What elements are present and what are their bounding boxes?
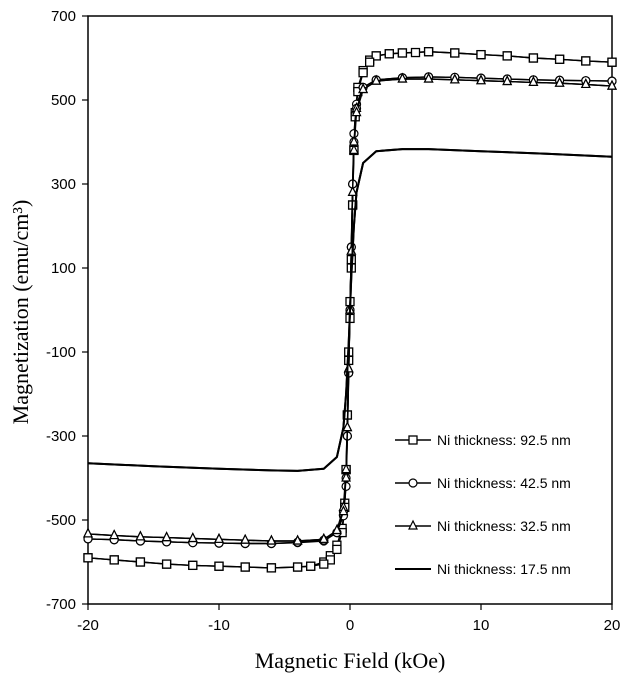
data-point bbox=[83, 527, 93, 538]
data-point bbox=[607, 57, 617, 67]
data-point bbox=[292, 534, 303, 545]
legend-label: Ni thickness: 92.5 nm bbox=[437, 432, 571, 448]
y-tick-label: -300 bbox=[46, 428, 76, 445]
data-point bbox=[397, 72, 408, 83]
data-point bbox=[161, 559, 172, 569]
data-point bbox=[351, 106, 362, 117]
data-point bbox=[266, 563, 277, 573]
data-point bbox=[502, 51, 512, 61]
data-point bbox=[358, 83, 369, 94]
y-axis-title: Magnetization (emu/cm³) bbox=[8, 200, 33, 425]
data-point bbox=[240, 562, 250, 572]
data-point bbox=[358, 68, 368, 78]
data-point bbox=[214, 532, 224, 543]
data-point bbox=[318, 532, 329, 543]
y-tick-label: 700 bbox=[51, 8, 76, 25]
x-axis-title: Magnetic Field (kOe) bbox=[255, 648, 446, 673]
x-tick-label: -20 bbox=[77, 617, 99, 634]
data-point bbox=[502, 75, 513, 86]
data-point bbox=[607, 79, 617, 90]
data-point bbox=[342, 421, 353, 432]
legend-marker bbox=[408, 478, 418, 488]
data-point bbox=[348, 144, 359, 154]
x-tick-label: 20 bbox=[604, 617, 621, 634]
data-point bbox=[554, 76, 565, 87]
data-point bbox=[109, 529, 120, 540]
series-layer bbox=[83, 47, 617, 573]
data-point bbox=[423, 72, 434, 83]
data-point bbox=[331, 524, 342, 535]
data-point bbox=[306, 561, 316, 571]
legend-item: Ni thickness: 32.5 nm bbox=[395, 518, 571, 534]
data-point bbox=[83, 553, 93, 563]
data-point bbox=[476, 49, 486, 60]
data-point bbox=[338, 505, 349, 516]
x-tick-label: 10 bbox=[473, 617, 490, 634]
data-point bbox=[135, 530, 146, 541]
y-tick-label: -500 bbox=[46, 512, 76, 529]
data-point bbox=[240, 533, 251, 544]
data-point bbox=[341, 471, 352, 482]
y-tick-label: 500 bbox=[51, 92, 76, 109]
x-tick-label: -10 bbox=[208, 617, 230, 634]
y-tick-label: -700 bbox=[46, 596, 76, 613]
y-tick-label: 100 bbox=[51, 260, 76, 277]
series-line-lower bbox=[87, 148, 613, 472]
legend-item: Ni thickness: 42.5 nm bbox=[395, 475, 571, 491]
data-point bbox=[214, 561, 224, 571]
series-1 bbox=[83, 47, 617, 573]
data-point bbox=[476, 74, 486, 85]
data-point bbox=[397, 48, 408, 58]
data-point bbox=[410, 47, 421, 58]
legend-marker bbox=[408, 435, 418, 445]
legend: Ni thickness: 92.5 nm Ni thickness: 42.5 … bbox=[395, 432, 571, 577]
x-tick-label: 0 bbox=[346, 617, 354, 634]
data-point bbox=[423, 47, 434, 57]
data-point bbox=[371, 51, 381, 61]
data-point bbox=[528, 76, 539, 86]
data-point bbox=[554, 54, 565, 64]
legend-label: Ni thickness: 42.5 nm bbox=[437, 475, 571, 491]
data-point bbox=[319, 559, 329, 569]
data-point bbox=[135, 557, 146, 567]
data-point bbox=[332, 544, 342, 555]
data-point bbox=[109, 555, 119, 565]
legend-label: Ni thickness: 32.5 nm bbox=[437, 518, 571, 534]
legend-label: Ni thickness: 17.5 nm bbox=[437, 561, 571, 577]
data-point bbox=[347, 186, 358, 196]
data-point bbox=[161, 531, 172, 542]
data-point bbox=[187, 532, 198, 543]
legend-marker bbox=[408, 519, 418, 530]
data-point bbox=[364, 57, 375, 67]
legend-item: Ni thickness: 92.5 nm bbox=[395, 432, 571, 448]
data-point bbox=[450, 48, 460, 58]
data-point bbox=[371, 74, 382, 85]
legend-item: Ni thickness: 17.5 nm bbox=[395, 561, 571, 577]
data-point bbox=[449, 73, 460, 84]
data-point bbox=[188, 560, 198, 571]
y-tick-label: 300 bbox=[51, 176, 76, 193]
data-point bbox=[384, 49, 394, 59]
data-point bbox=[528, 53, 539, 63]
y-tick-label: -100 bbox=[46, 344, 76, 361]
data-point bbox=[292, 562, 303, 572]
data-point bbox=[266, 534, 277, 545]
series-4 bbox=[87, 148, 613, 472]
data-point bbox=[581, 56, 591, 66]
data-point bbox=[580, 78, 591, 89]
